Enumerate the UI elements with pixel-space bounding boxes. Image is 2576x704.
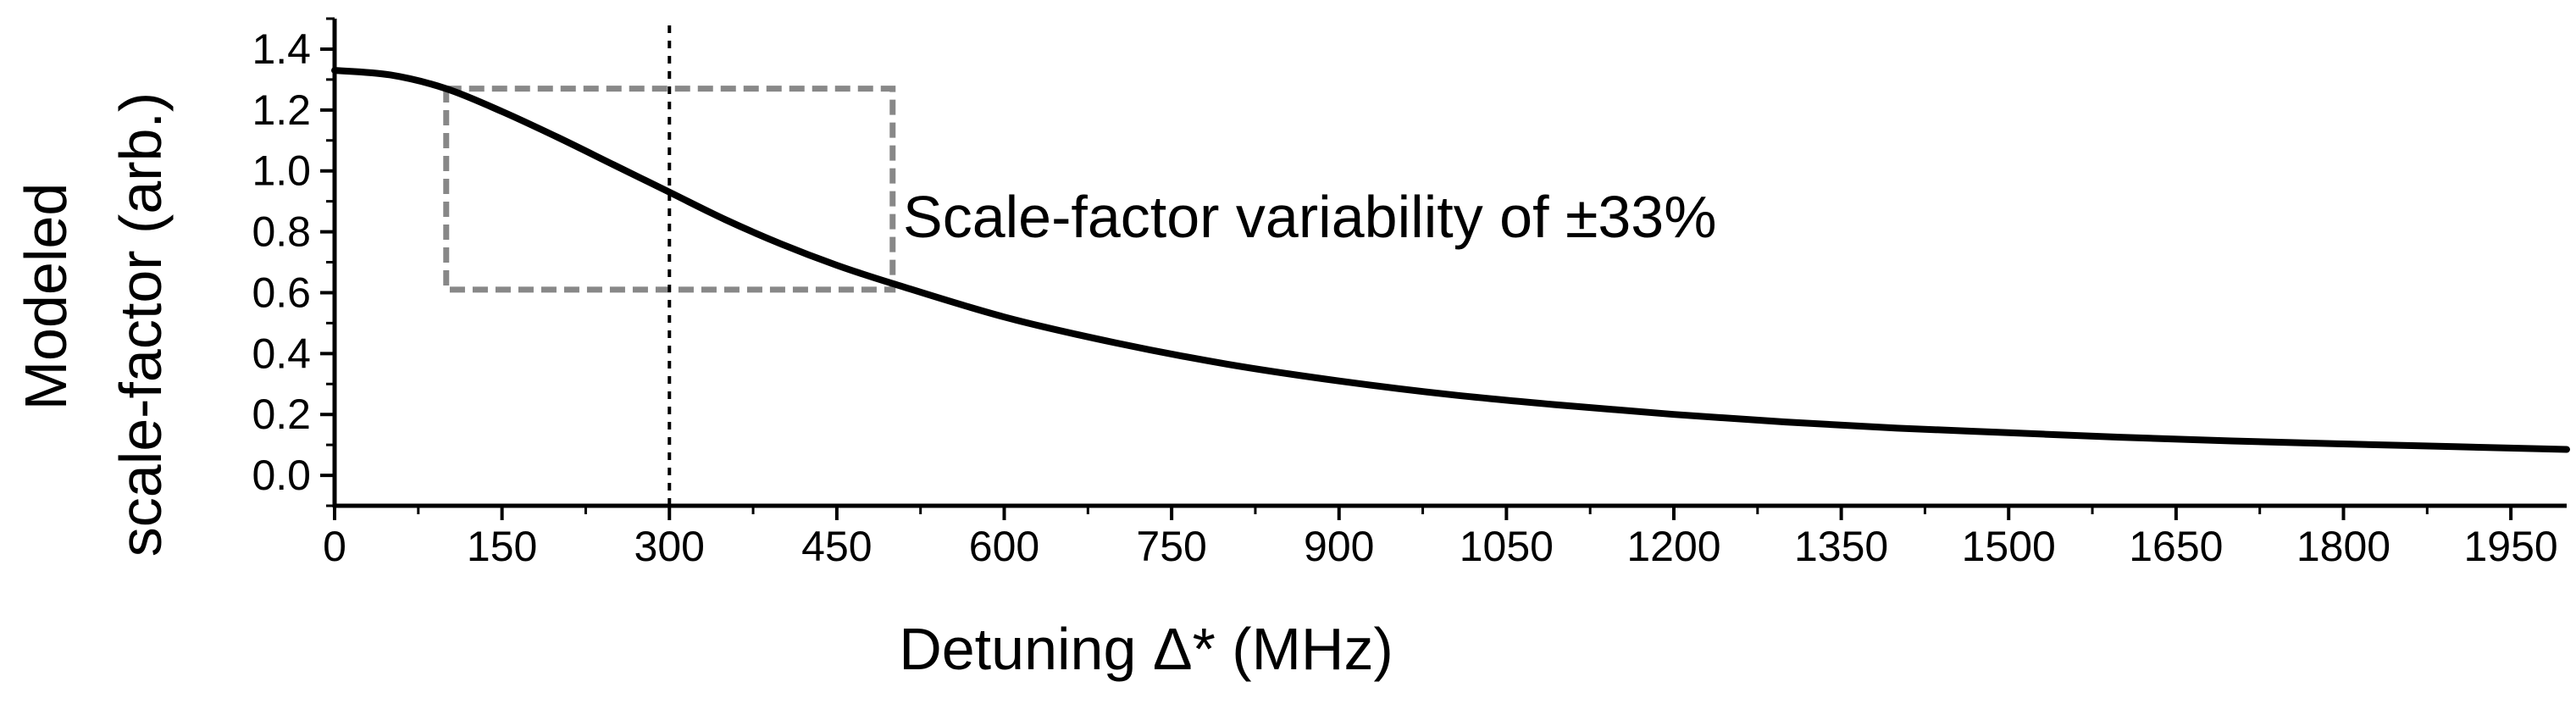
x-tick-label: 1050	[1460, 523, 1554, 570]
x-tick-label: 150	[467, 523, 537, 570]
data-line	[331, 67, 2570, 453]
y-tick-label: 1.0	[252, 147, 311, 195]
x-tick-label: 750	[1136, 523, 1206, 570]
x-tick-label: 300	[634, 523, 705, 570]
y-tick-label: 0.0	[252, 452, 311, 499]
x-tick-label: 1200	[1626, 523, 1720, 570]
y-tick-label: 0.4	[252, 330, 311, 377]
x-tick-label: 1500	[1962, 523, 2056, 570]
y-tick-labels: 0.0 0.2 0.4 0.6 0.8 1.0 1.2 1.4	[252, 25, 311, 499]
x-tick-label: 1950	[2464, 523, 2558, 570]
x-tick-label: 0	[323, 523, 346, 570]
variability-annotation: Scale-factor variability of ±33%	[903, 184, 1716, 250]
y-tick-label: 0.6	[252, 269, 311, 316]
x-axis-label: Detuning Δ* (MHz)	[899, 616, 1393, 682]
x-tick-label: 1800	[2296, 523, 2390, 570]
y-tick-label: 1.2	[252, 86, 311, 134]
y-tick-label: 0.2	[252, 391, 311, 438]
x-tick-label: 600	[969, 523, 1039, 570]
x-tick-label: 1350	[1794, 523, 1888, 570]
axis-ticks	[320, 17, 2513, 520]
x-tick-label: 450	[801, 523, 872, 570]
x-tick-label: 900	[1304, 523, 1374, 570]
y-axis-label-line-2: scale-factor (arb.)	[108, 92, 174, 557]
y-tick-label: 1.4	[252, 25, 311, 73]
x-tick-label: 1650	[2129, 523, 2223, 570]
y-axis-label-line-1: Modeled	[13, 183, 79, 411]
y-tick-label: 0.8	[252, 208, 311, 256]
x-tick-labels: 0 150 300 450 600 750 900 1050 1200 1350 1500 1650 1…	[323, 523, 2558, 570]
